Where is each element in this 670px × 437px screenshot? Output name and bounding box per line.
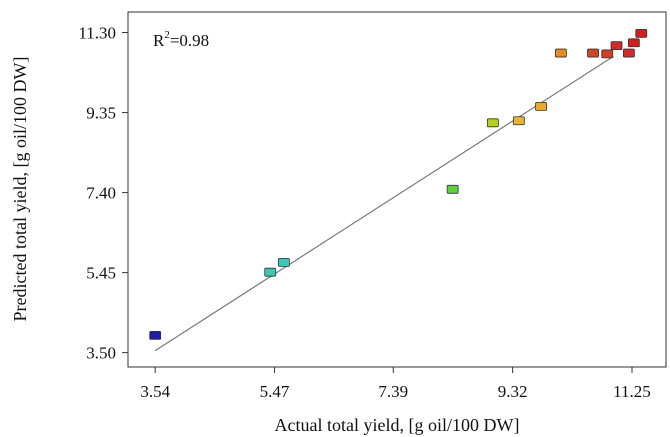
data-point <box>610 41 623 51</box>
y-tick-label: 7.40 <box>86 184 116 203</box>
regression-line <box>154 55 614 352</box>
plot-frame <box>127 11 667 368</box>
x-tick-label: 7.39 <box>378 382 408 401</box>
r2-annotation: R2=0.98 <box>153 29 209 50</box>
x-tick-label: 9.32 <box>498 382 528 401</box>
x-axis-title: Actual total yield, [g oil/100 DW] <box>275 415 520 435</box>
data-point <box>149 330 162 340</box>
y-tick-label: 5.45 <box>86 264 116 283</box>
fit-line-layer <box>154 55 614 352</box>
data-point <box>635 28 648 38</box>
y-axis-title: Predicted total yield, [g oil/100 DW] <box>10 57 30 322</box>
data-points <box>149 28 648 340</box>
data-point <box>446 184 459 194</box>
data-point <box>535 101 547 111</box>
plot-area <box>127 11 667 368</box>
x-tick-label: 5.47 <box>260 382 290 401</box>
y-tick-label: 9.35 <box>86 104 116 123</box>
data-point <box>277 257 290 267</box>
data-point <box>627 38 640 48</box>
x-tick-label: 11.25 <box>613 382 651 401</box>
data-point <box>587 48 599 58</box>
data-point <box>622 48 635 58</box>
data-point <box>554 48 567 58</box>
data-point <box>264 267 277 277</box>
data-point <box>486 118 499 128</box>
data-point <box>512 116 525 126</box>
y-tick-label: 11.30 <box>78 24 116 43</box>
y-axis-ticks: 3.50 5.45 7.40 9.35 11.30 <box>78 24 128 363</box>
x-tick-label: 3.54 <box>140 382 170 401</box>
y-tick-label: 3.50 <box>86 344 116 363</box>
x-axis-ticks: 3.54 5.47 7.39 9.32 11.25 <box>140 367 651 401</box>
data-point <box>601 49 614 59</box>
